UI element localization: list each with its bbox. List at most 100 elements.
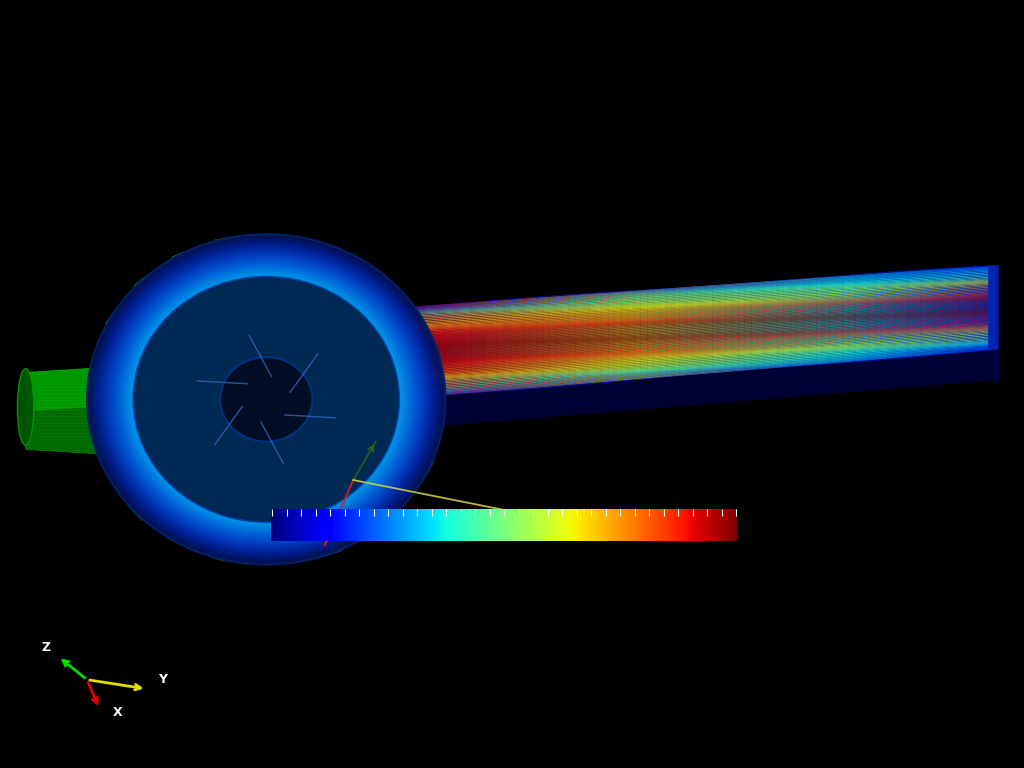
Polygon shape — [368, 310, 374, 402]
Ellipse shape — [127, 271, 406, 528]
Polygon shape — [26, 365, 148, 411]
Polygon shape — [602, 293, 608, 382]
Polygon shape — [888, 273, 894, 359]
Polygon shape — [550, 296, 556, 386]
Polygon shape — [680, 287, 686, 376]
Polygon shape — [777, 280, 783, 368]
Ellipse shape — [112, 257, 421, 542]
Polygon shape — [381, 308, 387, 401]
Polygon shape — [752, 282, 758, 370]
Ellipse shape — [109, 254, 424, 545]
Polygon shape — [583, 294, 589, 384]
Polygon shape — [868, 273, 874, 360]
Polygon shape — [414, 306, 420, 398]
Polygon shape — [445, 303, 453, 396]
Polygon shape — [907, 271, 913, 357]
Polygon shape — [478, 301, 484, 392]
Ellipse shape — [122, 266, 411, 532]
Polygon shape — [595, 293, 602, 382]
Polygon shape — [26, 403, 148, 457]
Polygon shape — [894, 272, 901, 358]
Polygon shape — [575, 294, 583, 385]
Polygon shape — [979, 266, 985, 351]
Polygon shape — [498, 300, 504, 391]
Polygon shape — [354, 310, 361, 402]
Polygon shape — [348, 310, 354, 403]
Ellipse shape — [220, 357, 312, 442]
Polygon shape — [523, 298, 530, 389]
Polygon shape — [993, 265, 998, 380]
Polygon shape — [407, 306, 414, 399]
Polygon shape — [713, 285, 719, 373]
Ellipse shape — [87, 234, 445, 564]
Polygon shape — [387, 308, 393, 400]
Polygon shape — [530, 298, 537, 388]
Polygon shape — [634, 290, 641, 379]
Polygon shape — [504, 300, 511, 390]
Polygon shape — [608, 292, 614, 382]
Ellipse shape — [103, 249, 429, 550]
Polygon shape — [959, 267, 966, 353]
Polygon shape — [348, 265, 998, 403]
Polygon shape — [459, 303, 465, 394]
Polygon shape — [628, 291, 634, 380]
Ellipse shape — [135, 279, 397, 520]
Polygon shape — [732, 283, 738, 372]
Polygon shape — [783, 280, 791, 367]
Polygon shape — [816, 277, 823, 365]
Polygon shape — [882, 273, 888, 359]
Polygon shape — [797, 279, 803, 366]
Polygon shape — [641, 290, 647, 379]
Polygon shape — [823, 277, 829, 364]
Ellipse shape — [90, 237, 442, 562]
Ellipse shape — [98, 244, 434, 554]
Polygon shape — [465, 303, 472, 393]
Polygon shape — [738, 283, 744, 371]
Polygon shape — [348, 349, 998, 434]
Polygon shape — [764, 281, 771, 369]
Polygon shape — [706, 285, 713, 373]
Polygon shape — [855, 275, 862, 361]
Polygon shape — [517, 299, 523, 389]
Polygon shape — [569, 295, 575, 385]
Polygon shape — [537, 297, 543, 388]
Ellipse shape — [17, 369, 34, 445]
Polygon shape — [622, 291, 628, 381]
Polygon shape — [771, 280, 777, 369]
Polygon shape — [849, 275, 855, 362]
Polygon shape — [803, 278, 810, 366]
Ellipse shape — [114, 259, 419, 540]
Polygon shape — [829, 276, 836, 363]
Text: Z: Z — [42, 641, 50, 654]
Polygon shape — [719, 284, 725, 372]
Ellipse shape — [92, 239, 440, 560]
Ellipse shape — [133, 276, 399, 522]
Polygon shape — [420, 306, 426, 397]
Polygon shape — [901, 271, 907, 358]
Polygon shape — [843, 276, 849, 362]
Polygon shape — [393, 307, 400, 399]
Polygon shape — [693, 286, 699, 375]
Polygon shape — [433, 305, 439, 396]
Ellipse shape — [95, 242, 437, 557]
Polygon shape — [563, 296, 569, 386]
Polygon shape — [614, 292, 622, 381]
Polygon shape — [653, 289, 660, 378]
Ellipse shape — [130, 274, 402, 525]
Ellipse shape — [117, 261, 416, 538]
Polygon shape — [667, 288, 674, 377]
Polygon shape — [810, 278, 816, 365]
Ellipse shape — [105, 252, 427, 547]
Polygon shape — [946, 268, 953, 354]
Ellipse shape — [87, 234, 445, 564]
Polygon shape — [484, 301, 492, 392]
Polygon shape — [836, 276, 843, 362]
Polygon shape — [699, 286, 706, 374]
Polygon shape — [374, 309, 381, 401]
Polygon shape — [686, 286, 693, 376]
Ellipse shape — [120, 264, 413, 535]
Polygon shape — [940, 269, 946, 354]
Polygon shape — [472, 302, 478, 393]
Ellipse shape — [100, 247, 432, 552]
Polygon shape — [913, 270, 921, 356]
